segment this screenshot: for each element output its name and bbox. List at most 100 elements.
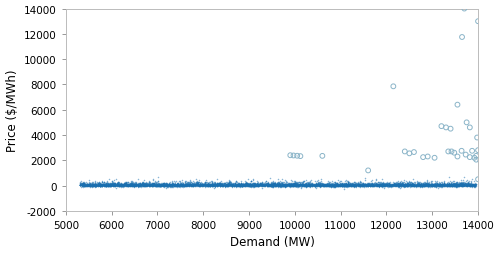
Point bbox=[291, 182, 299, 186]
Point bbox=[364, 184, 372, 188]
Point bbox=[184, 182, 192, 186]
Point bbox=[272, 184, 280, 188]
Point bbox=[114, 184, 122, 188]
Point bbox=[284, 182, 292, 186]
Point bbox=[254, 183, 262, 187]
Point bbox=[122, 182, 130, 186]
Point bbox=[123, 183, 131, 187]
Point bbox=[196, 184, 203, 188]
Point bbox=[103, 184, 111, 188]
Point bbox=[402, 184, 410, 188]
Point bbox=[396, 183, 404, 187]
Point bbox=[112, 182, 120, 186]
Point bbox=[89, 183, 97, 187]
Point bbox=[142, 183, 150, 187]
Point bbox=[445, 183, 453, 187]
Point bbox=[368, 184, 376, 188]
Point bbox=[130, 184, 138, 188]
Point bbox=[217, 183, 225, 187]
Point bbox=[220, 181, 228, 185]
Point bbox=[210, 184, 218, 188]
Point bbox=[444, 183, 452, 187]
Point bbox=[313, 184, 321, 188]
Point bbox=[87, 183, 95, 187]
Point bbox=[135, 184, 143, 188]
Point bbox=[190, 183, 198, 187]
Point bbox=[290, 183, 298, 187]
Point bbox=[362, 182, 370, 186]
Point bbox=[142, 182, 150, 186]
Point bbox=[121, 182, 129, 186]
Point bbox=[95, 184, 103, 188]
Point bbox=[312, 184, 320, 188]
Point bbox=[176, 184, 184, 188]
Point bbox=[193, 183, 201, 187]
Point bbox=[240, 183, 248, 187]
Point bbox=[170, 183, 178, 187]
Point bbox=[413, 180, 421, 184]
Point bbox=[100, 183, 108, 187]
Point bbox=[390, 184, 398, 188]
Point bbox=[114, 180, 122, 184]
Point bbox=[338, 182, 346, 186]
Point bbox=[199, 184, 207, 188]
Point bbox=[320, 184, 328, 188]
Point bbox=[84, 184, 92, 188]
Point bbox=[468, 184, 476, 188]
Point bbox=[402, 179, 410, 183]
Point bbox=[375, 183, 383, 187]
Point bbox=[330, 183, 338, 187]
Point bbox=[194, 182, 202, 186]
Point bbox=[208, 183, 216, 187]
Point bbox=[171, 183, 179, 187]
Point bbox=[332, 183, 340, 187]
Point bbox=[106, 182, 114, 186]
Point bbox=[218, 184, 226, 188]
Point bbox=[385, 184, 393, 188]
Point bbox=[374, 184, 382, 188]
Point bbox=[323, 183, 331, 187]
Point bbox=[332, 183, 340, 187]
Point bbox=[202, 180, 210, 184]
Point bbox=[248, 184, 256, 188]
Point bbox=[304, 184, 312, 188]
Point bbox=[425, 182, 433, 186]
Point bbox=[364, 182, 372, 186]
Point bbox=[90, 182, 98, 186]
Point bbox=[132, 182, 140, 186]
Point bbox=[236, 183, 244, 187]
Point bbox=[316, 183, 324, 187]
Point bbox=[468, 184, 476, 188]
Point bbox=[284, 183, 292, 187]
Point bbox=[354, 184, 362, 188]
Point bbox=[80, 184, 88, 188]
Point bbox=[348, 183, 356, 187]
Point bbox=[304, 184, 312, 188]
Point bbox=[348, 182, 356, 186]
Point bbox=[279, 183, 287, 187]
Point bbox=[292, 182, 300, 186]
Point bbox=[279, 183, 287, 187]
Point bbox=[218, 183, 226, 187]
Point bbox=[393, 183, 401, 187]
Point bbox=[366, 184, 374, 188]
Point bbox=[420, 183, 428, 187]
Point bbox=[464, 183, 472, 187]
Point bbox=[198, 184, 205, 188]
Point bbox=[125, 183, 133, 187]
Point bbox=[257, 182, 265, 186]
Point bbox=[320, 183, 328, 187]
Point bbox=[242, 182, 250, 186]
Point bbox=[352, 183, 360, 187]
Point bbox=[382, 181, 390, 185]
Point bbox=[462, 182, 470, 186]
Point bbox=[329, 183, 337, 187]
Point bbox=[439, 184, 447, 188]
Point bbox=[105, 181, 113, 185]
Point bbox=[184, 183, 192, 187]
Point bbox=[144, 183, 152, 187]
Point bbox=[314, 184, 322, 188]
Point bbox=[210, 183, 218, 187]
Point bbox=[232, 179, 240, 183]
Point bbox=[292, 184, 300, 188]
